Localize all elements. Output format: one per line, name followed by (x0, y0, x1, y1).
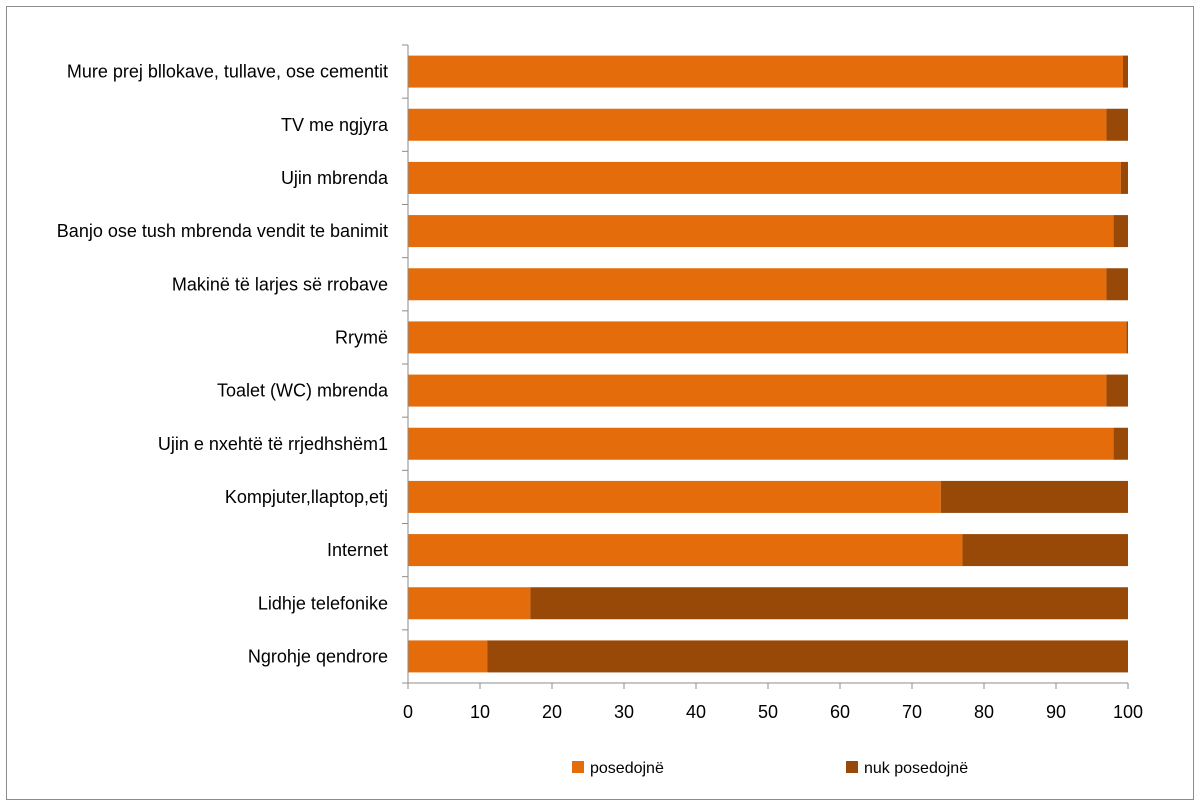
bar-posedojne-7 (408, 374, 1107, 407)
axes-layer (402, 44, 1129, 689)
legend-swatch-nuk-posedojne (846, 761, 858, 773)
category-label: Kompjuter,llaptop,etj (225, 487, 388, 507)
bar-posedojne-2 (408, 108, 1107, 141)
labels-layer: Mure prej bllokave, tullave, ose cementi… (57, 62, 1143, 722)
bar-posedojne-8 (408, 427, 1114, 460)
bar-nuk-posedojne-7 (1106, 374, 1128, 407)
bar-posedojne-4 (408, 215, 1114, 248)
bar-posedojne-3 (408, 161, 1121, 194)
category-label: Ngrohje qendrore (248, 646, 388, 666)
bar-nuk-posedojne-2 (1106, 108, 1128, 141)
x-tick-label: 90 (1046, 702, 1066, 722)
x-tick-label: 40 (686, 702, 706, 722)
bar-posedojne-5 (408, 268, 1107, 301)
category-label: Rrymë (335, 327, 388, 347)
category-label: Toalet (WC) mbrenda (217, 381, 389, 401)
category-label: TV me ngjyra (281, 115, 389, 135)
category-label: Banjo ose tush mbrenda vendit te banimit (57, 221, 388, 241)
category-label: Mure prej bllokave, tullave, ose cementi… (67, 62, 388, 82)
bar-nuk-posedojne-3 (1120, 161, 1128, 194)
bar-posedojne-1 (408, 55, 1123, 88)
x-tick-label: 50 (758, 702, 778, 722)
bar-nuk-posedojne-11 (530, 587, 1128, 620)
legend-label-posedojne: posedojnë (590, 760, 664, 777)
bar-posedojne-9 (408, 480, 941, 513)
bar-nuk-posedojne-12 (487, 640, 1128, 673)
bar-nuk-posedojne-1 (1122, 55, 1128, 88)
x-tick-label: 20 (542, 702, 562, 722)
bar-nuk-posedojne-5 (1106, 268, 1128, 301)
category-label: Internet (327, 540, 388, 560)
x-tick-label: 0 (403, 702, 413, 722)
bars-layer (408, 55, 1128, 673)
x-tick-label: 100 (1113, 702, 1143, 722)
bar-posedojne-6 (408, 321, 1127, 354)
bar-nuk-posedojne-6 (1126, 321, 1128, 354)
bar-posedojne-11 (408, 587, 531, 620)
category-label: Makinë të larjes së rrobave (172, 274, 388, 294)
category-label: Lidhje telefonike (258, 593, 388, 613)
bar-posedojne-12 (408, 640, 488, 673)
x-tick-label: 70 (902, 702, 922, 722)
legend-label-nuk-posedojne: nuk posedojnë (864, 760, 968, 777)
category-label: Ujin mbrenda (281, 168, 389, 188)
x-tick-label: 80 (974, 702, 994, 722)
x-tick-label: 10 (470, 702, 490, 722)
bar-nuk-posedojne-4 (1113, 215, 1128, 248)
x-tick-label: 60 (830, 702, 850, 722)
bar-nuk-posedojne-8 (1113, 427, 1128, 460)
legend-swatch-posedojne (572, 761, 584, 773)
bar-posedojne-10 (408, 534, 963, 567)
bar-nuk-posedojne-9 (940, 480, 1128, 513)
legend: posedojnë nuk posedojnë (572, 760, 968, 777)
category-label: Ujin e nxehtë të rrjedhshëm1 (158, 434, 388, 454)
x-tick-label: 30 (614, 702, 634, 722)
bar-nuk-posedojne-10 (962, 534, 1128, 567)
